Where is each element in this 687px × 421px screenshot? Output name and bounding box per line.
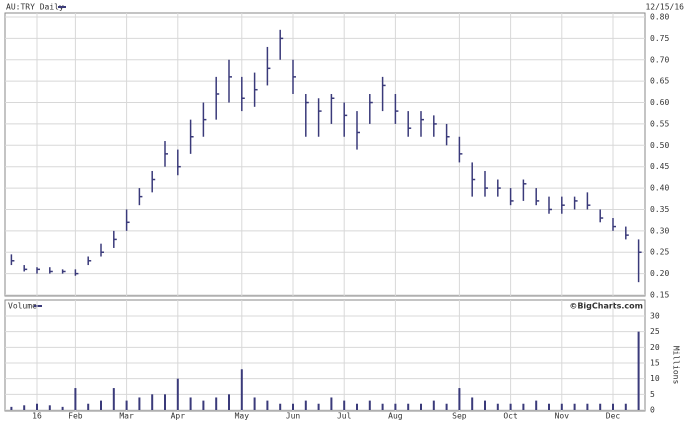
volume-bar — [317, 403, 320, 410]
volume-bar — [471, 397, 474, 410]
volume-bar — [368, 400, 371, 410]
x-tick-label: Dec — [606, 412, 621, 421]
x-tick-label: Jul — [337, 412, 352, 421]
y-tick-label: 0.65 — [650, 77, 669, 86]
date-label: 12/15/16 — [645, 3, 684, 12]
x-tick-label: Feb — [68, 412, 83, 421]
volume-bar — [240, 369, 243, 410]
y-tick-label: 0.75 — [650, 34, 669, 43]
volume-bar — [496, 403, 499, 410]
volume-bar — [637, 331, 640, 410]
credit: ©BigCharts.com — [569, 302, 643, 311]
volume-bar — [87, 403, 90, 410]
volume-bar — [74, 388, 77, 410]
x-tick-label: Jun — [286, 412, 301, 421]
volume-bar — [228, 394, 230, 410]
x-tick-label: Oct — [503, 412, 518, 421]
volume-bar — [112, 388, 115, 410]
volume-bar — [624, 403, 627, 410]
volume-bar — [151, 394, 154, 410]
volume-bar — [138, 397, 141, 410]
y-tick-label: 10 — [650, 374, 660, 383]
volume-bar — [548, 403, 550, 410]
volume-bar — [432, 400, 435, 410]
x-tick-label: 16 — [32, 412, 42, 421]
y-tick-label: 0.25 — [650, 248, 669, 257]
volume-bar — [176, 378, 179, 410]
volume-bar — [215, 397, 218, 410]
y-tick-label: 15 — [650, 359, 660, 368]
volume-bar — [304, 400, 307, 410]
volume-bar — [356, 403, 358, 410]
y-tick-label: 5 — [650, 390, 655, 399]
volume-bar — [509, 403, 512, 410]
x-tick-label: Nov — [555, 412, 570, 421]
volume-bar — [586, 403, 589, 410]
volume-bar — [292, 403, 294, 410]
volume-bar — [330, 397, 333, 410]
volume-bar — [612, 403, 614, 410]
volume-bar — [61, 406, 64, 410]
volume-bar — [535, 400, 538, 410]
y-tick-label: 30 — [650, 312, 660, 321]
volume-bar — [420, 403, 422, 410]
y-tick-label: 0.35 — [650, 205, 669, 214]
volume-bar — [445, 403, 448, 410]
y-tick-label: 0.50 — [650, 141, 669, 150]
volume-bar — [36, 403, 38, 410]
y-tick-label: 0.60 — [650, 98, 669, 107]
volume-bar — [407, 403, 410, 410]
volume-bar — [279, 403, 282, 410]
x-tick-label: Mar — [119, 412, 134, 421]
y-tick-label: 20 — [650, 343, 660, 352]
volume-title: Volume — [8, 302, 37, 311]
volume-bar — [484, 400, 486, 410]
y-axis-label: Millions — [672, 346, 681, 385]
volume-bar — [48, 405, 51, 410]
y-tick-label: 0.30 — [650, 226, 669, 235]
volume-frame — [4, 299, 646, 412]
volume-bar — [522, 403, 525, 410]
volume-bar — [560, 403, 563, 410]
volume-bar — [599, 403, 602, 410]
volume-bar — [164, 394, 166, 410]
x-tick-label: May — [235, 412, 250, 421]
y-tick-label: 0.40 — [650, 184, 669, 193]
y-tick-label: 0.15 — [650, 291, 669, 300]
y-tick-label: 0 — [650, 406, 655, 415]
volume-bar — [266, 400, 269, 410]
volume-bar — [189, 397, 192, 410]
volume-bar — [253, 397, 256, 410]
x-tick-label: Apr — [171, 412, 186, 421]
chart-title: AU:TRY Daily — [6, 3, 64, 12]
volume-bar — [202, 400, 205, 410]
y-tick-label: 0.55 — [650, 119, 669, 128]
y-tick-label: 0.45 — [650, 162, 669, 171]
volume-bar — [343, 400, 346, 410]
volume-bar — [394, 403, 397, 410]
volume-bar — [381, 403, 384, 410]
volume-bar — [100, 400, 102, 410]
y-tick-label: 25 — [650, 327, 660, 336]
volume-bar — [458, 388, 461, 410]
volume-bar — [23, 405, 26, 410]
volume-bar — [125, 400, 128, 410]
x-tick-label: Sep — [452, 412, 467, 421]
price-frame — [4, 12, 646, 297]
y-tick-label: 0.20 — [650, 269, 669, 278]
y-tick-label: 0.70 — [650, 55, 669, 64]
y-tick-label: 0.80 — [650, 13, 669, 22]
volume-bar — [573, 403, 576, 410]
x-tick-label: Aug — [388, 412, 403, 421]
volume-bar — [10, 406, 13, 410]
